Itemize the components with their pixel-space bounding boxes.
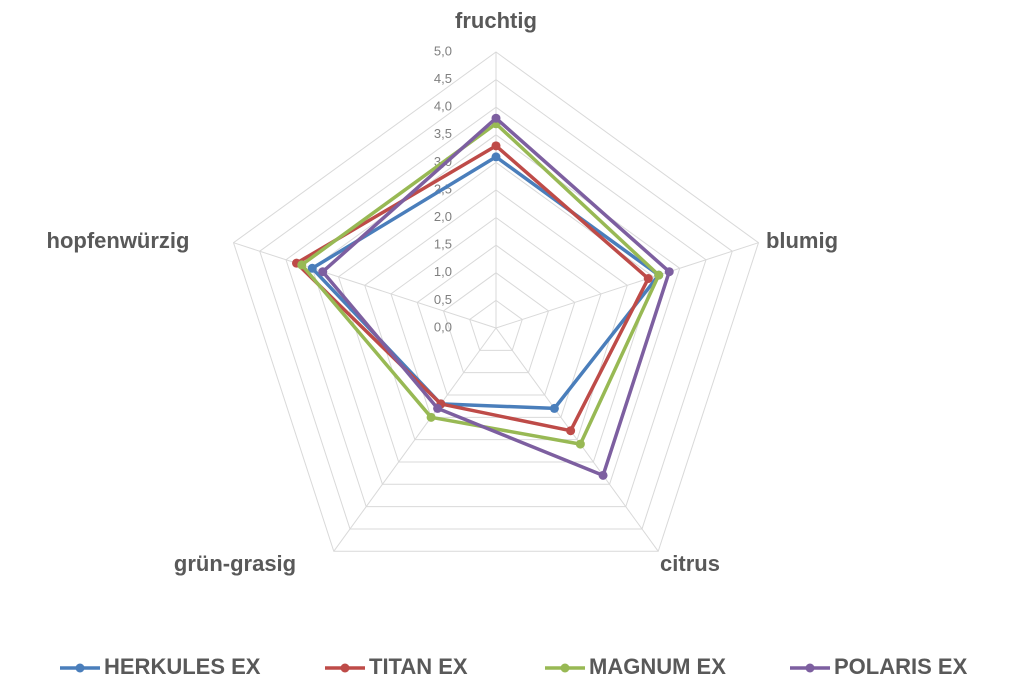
point xyxy=(566,426,576,436)
point xyxy=(664,267,674,277)
r-tick-label: 2,0 xyxy=(434,209,452,224)
legend-marker xyxy=(560,663,570,673)
r-tick-label: 4,5 xyxy=(434,71,452,86)
grid-ring xyxy=(469,299,523,351)
r-tick-label: 5,0 xyxy=(434,43,452,58)
legend-marker xyxy=(75,663,85,673)
r-tick-label: 4,0 xyxy=(434,99,452,114)
grid-ring xyxy=(442,272,550,374)
category-label: grün-grasig xyxy=(174,551,296,576)
legend-marker xyxy=(805,663,815,673)
r-tick-label: 0,5 xyxy=(434,292,452,307)
spoke xyxy=(333,327,497,552)
grid-ring xyxy=(364,189,628,441)
legend-marker xyxy=(340,663,350,673)
legend-label: POLARIS EX xyxy=(834,654,968,679)
r-tick-label: 1,5 xyxy=(434,237,452,252)
point xyxy=(426,412,436,422)
grid-ring xyxy=(232,51,760,552)
point xyxy=(549,403,559,413)
spoke xyxy=(233,242,497,329)
legend-label: TITAN EX xyxy=(369,654,468,679)
r-tick-label: 3,5 xyxy=(434,126,452,141)
series-line xyxy=(300,122,661,446)
grid-ring xyxy=(337,161,655,463)
category-label: hopfenwürzig xyxy=(47,228,190,253)
spoke xyxy=(495,242,759,329)
point xyxy=(491,152,501,162)
spoke xyxy=(495,327,659,552)
r-tick-label: 0,0 xyxy=(434,319,452,334)
grid-ring xyxy=(311,134,681,485)
point xyxy=(491,141,501,151)
series-line xyxy=(294,144,650,433)
grid-ring xyxy=(259,78,733,530)
category-label: citrus xyxy=(660,551,720,576)
legend-label: HERKULES EX xyxy=(104,654,261,679)
category-label: blumig xyxy=(766,228,838,253)
point xyxy=(307,263,317,273)
legend-label: MAGNUM EX xyxy=(589,654,726,679)
series-line xyxy=(310,155,661,411)
point xyxy=(433,403,443,413)
point xyxy=(491,113,501,123)
series-line xyxy=(321,116,671,478)
category-label: fruchtig xyxy=(455,8,537,33)
grid-ring xyxy=(416,244,576,396)
point xyxy=(598,470,608,480)
point xyxy=(318,267,328,277)
point xyxy=(654,270,664,280)
point xyxy=(575,439,585,449)
r-tick-label: 1,0 xyxy=(434,264,452,279)
point xyxy=(297,260,307,270)
point xyxy=(643,274,653,284)
grid-ring xyxy=(390,216,602,418)
grid-ring xyxy=(285,106,707,508)
